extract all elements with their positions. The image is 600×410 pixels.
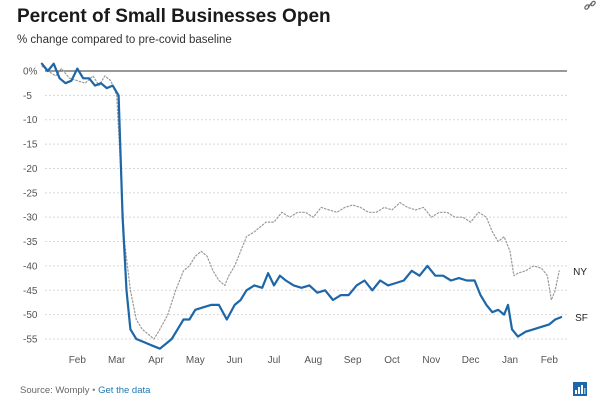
x-tick-label: Nov (422, 355, 440, 366)
y-tick-label: -15 (23, 140, 38, 151)
y-tick-label: -40 (23, 261, 38, 272)
series-label-ny: NY (573, 267, 587, 278)
get-the-data-link[interactable]: Get the data (98, 385, 151, 396)
x-axis: Feb Mar Apr May Jun Jul Aug Sep Oct Nov Dec Jan Feb (69, 355, 559, 366)
chart-subtitle: % change compared to pre-covid baseline (17, 34, 232, 46)
x-tick-label: Jun (227, 355, 243, 366)
chart-series (40, 62, 563, 350)
line-chart: 0% -5 -10 -15 -20 -25 -30 -35 -40 -45 -50 -55 Feb Ma… (23, 62, 588, 366)
x-tick-label: Mar (108, 355, 126, 366)
x-tick-label: Sep (344, 355, 362, 366)
y-tick-label: -30 (23, 213, 38, 224)
x-tick-label: Feb (541, 355, 559, 366)
datawrapper-logo-icon[interactable] (573, 382, 587, 396)
series-label-sf: SF (575, 313, 588, 324)
y-axis: 0% -5 -10 -15 -20 -25 -30 -35 -40 -45 -50 -55 (23, 67, 38, 346)
y-tick-label: -50 (23, 310, 38, 321)
y-tick-label: -55 (23, 335, 38, 346)
chart-footer: Source: Womply • Get the data (20, 385, 150, 396)
x-tick-label: Apr (148, 355, 164, 366)
y-tick-label: -5 (23, 91, 32, 102)
link-icon[interactable] (583, 0, 597, 12)
y-tick-label: -35 (23, 237, 38, 248)
chart-grid (45, 70, 567, 340)
series-line-sf (40, 62, 563, 350)
y-tick-label: -45 (23, 286, 38, 297)
x-tick-label: May (186, 355, 205, 366)
y-tick-label: -25 (23, 188, 38, 199)
series-labels: NY SF (573, 267, 588, 324)
x-tick-label: Dec (462, 355, 480, 366)
footer-separator: • (92, 385, 96, 396)
x-tick-label: Jul (268, 355, 281, 366)
y-tick-label: 0% (23, 67, 38, 78)
source-text: Source: Womply (20, 385, 90, 396)
x-tick-label: Oct (384, 355, 400, 366)
x-tick-label: Aug (304, 355, 322, 366)
x-tick-label: Feb (69, 355, 87, 366)
x-tick-label: Jan (502, 355, 518, 366)
chart-title: Percent of Small Businesses Open (17, 6, 331, 27)
y-tick-label: -10 (23, 115, 38, 126)
y-tick-label: -20 (23, 164, 38, 175)
